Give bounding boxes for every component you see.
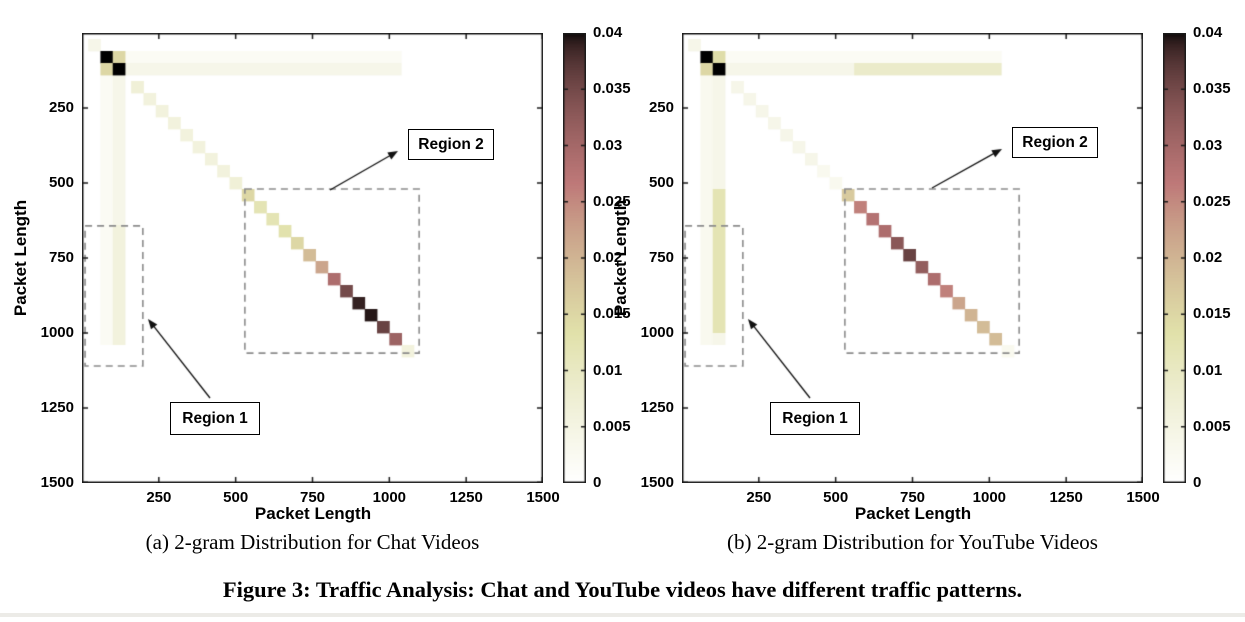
x-tick-label: 500 [823, 489, 849, 506]
x-tick-label: 1250 [1049, 489, 1083, 506]
x-tick-label: 1000 [972, 489, 1007, 506]
colorbar-tick-label: 0.005 [593, 417, 631, 435]
colorbar-tick-label: 0.035 [593, 80, 631, 98]
page-bottom-rule [0, 613, 1245, 617]
colorbar-tick-label: 0.025 [1193, 192, 1231, 210]
x-tick-label: 1500 [526, 489, 560, 506]
x-tick-label: 500 [223, 489, 249, 506]
colorbar-tick-label: 0.02 [1193, 249, 1223, 266]
colorbar-tick-label: 0.04 [593, 24, 623, 41]
y-tick-label: 1000 [40, 324, 74, 341]
x-tick-label: 250 [746, 489, 772, 506]
colorbar-tick-label: 0 [1193, 474, 1202, 491]
y-tick-label: 500 [648, 174, 674, 191]
colorbar-youtube [1163, 33, 1186, 483]
colorbar-chat [563, 33, 586, 483]
region-2-label: Region 2 [1012, 127, 1098, 158]
figure-caption: Figure 3: Traffic Analysis: Chat and You… [222, 577, 1023, 602]
region-2-label: Region 2 [408, 129, 494, 160]
y-tick-label: 1250 [640, 399, 674, 416]
colorbar-tick-label: 0.03 [593, 136, 623, 154]
heatmap-canvas-chat [82, 33, 543, 483]
y-tick-label: 1000 [640, 324, 674, 341]
caption-panel-a: (a) 2-gram Distribution for Chat Videos [145, 530, 480, 554]
y-tick-label: 1500 [640, 474, 674, 491]
y-tick-label: 1250 [40, 399, 74, 416]
colorbar-tick-label: 0.025 [593, 192, 631, 210]
caption-panel-b: (b) 2-gram Distribution for YouTube Vide… [727, 530, 1098, 554]
colorbar-tick-label: 0.015 [1193, 305, 1231, 323]
heatmap-canvas-youtube [682, 33, 1143, 483]
x-tick-label: 1500 [1126, 489, 1160, 506]
x-axis-label-youtube: Packet Length [854, 504, 972, 523]
colorbar-tick-label: 0.015 [593, 305, 631, 323]
colorbar-tick-label: 0.01 [593, 361, 623, 379]
y-tick-label: 750 [648, 249, 674, 266]
x-tick-label: 250 [146, 489, 172, 506]
colorbar-tick-label: 0.04 [1193, 24, 1223, 41]
y-tick-label: 1500 [40, 474, 74, 491]
x-tick-label: 1000 [372, 489, 407, 506]
colorbar-tick-label: 0.02 [593, 249, 623, 266]
colorbar-tick-label: 0.01 [1193, 361, 1223, 379]
y-tick-label: 500 [48, 174, 74, 191]
region-1-label: Region 1 [170, 402, 260, 435]
colorbar-tick-label: 0.035 [1193, 80, 1231, 98]
x-tick-label: 750 [899, 489, 926, 506]
y-tick-label: 750 [48, 249, 74, 266]
region-1-label: Region 1 [770, 402, 860, 435]
x-tick-label: 1250 [449, 489, 483, 506]
y-tick-label: 250 [48, 99, 74, 116]
x-axis-label-chat: Packet Length [254, 504, 372, 523]
x-tick-label: 750 [299, 489, 326, 506]
colorbar-tick-label: 0 [593, 474, 602, 491]
colorbar-tick-label: 0.03 [1193, 136, 1223, 154]
colorbar-tick-label: 0.005 [1193, 417, 1231, 435]
y-tick-label: 250 [648, 99, 674, 116]
